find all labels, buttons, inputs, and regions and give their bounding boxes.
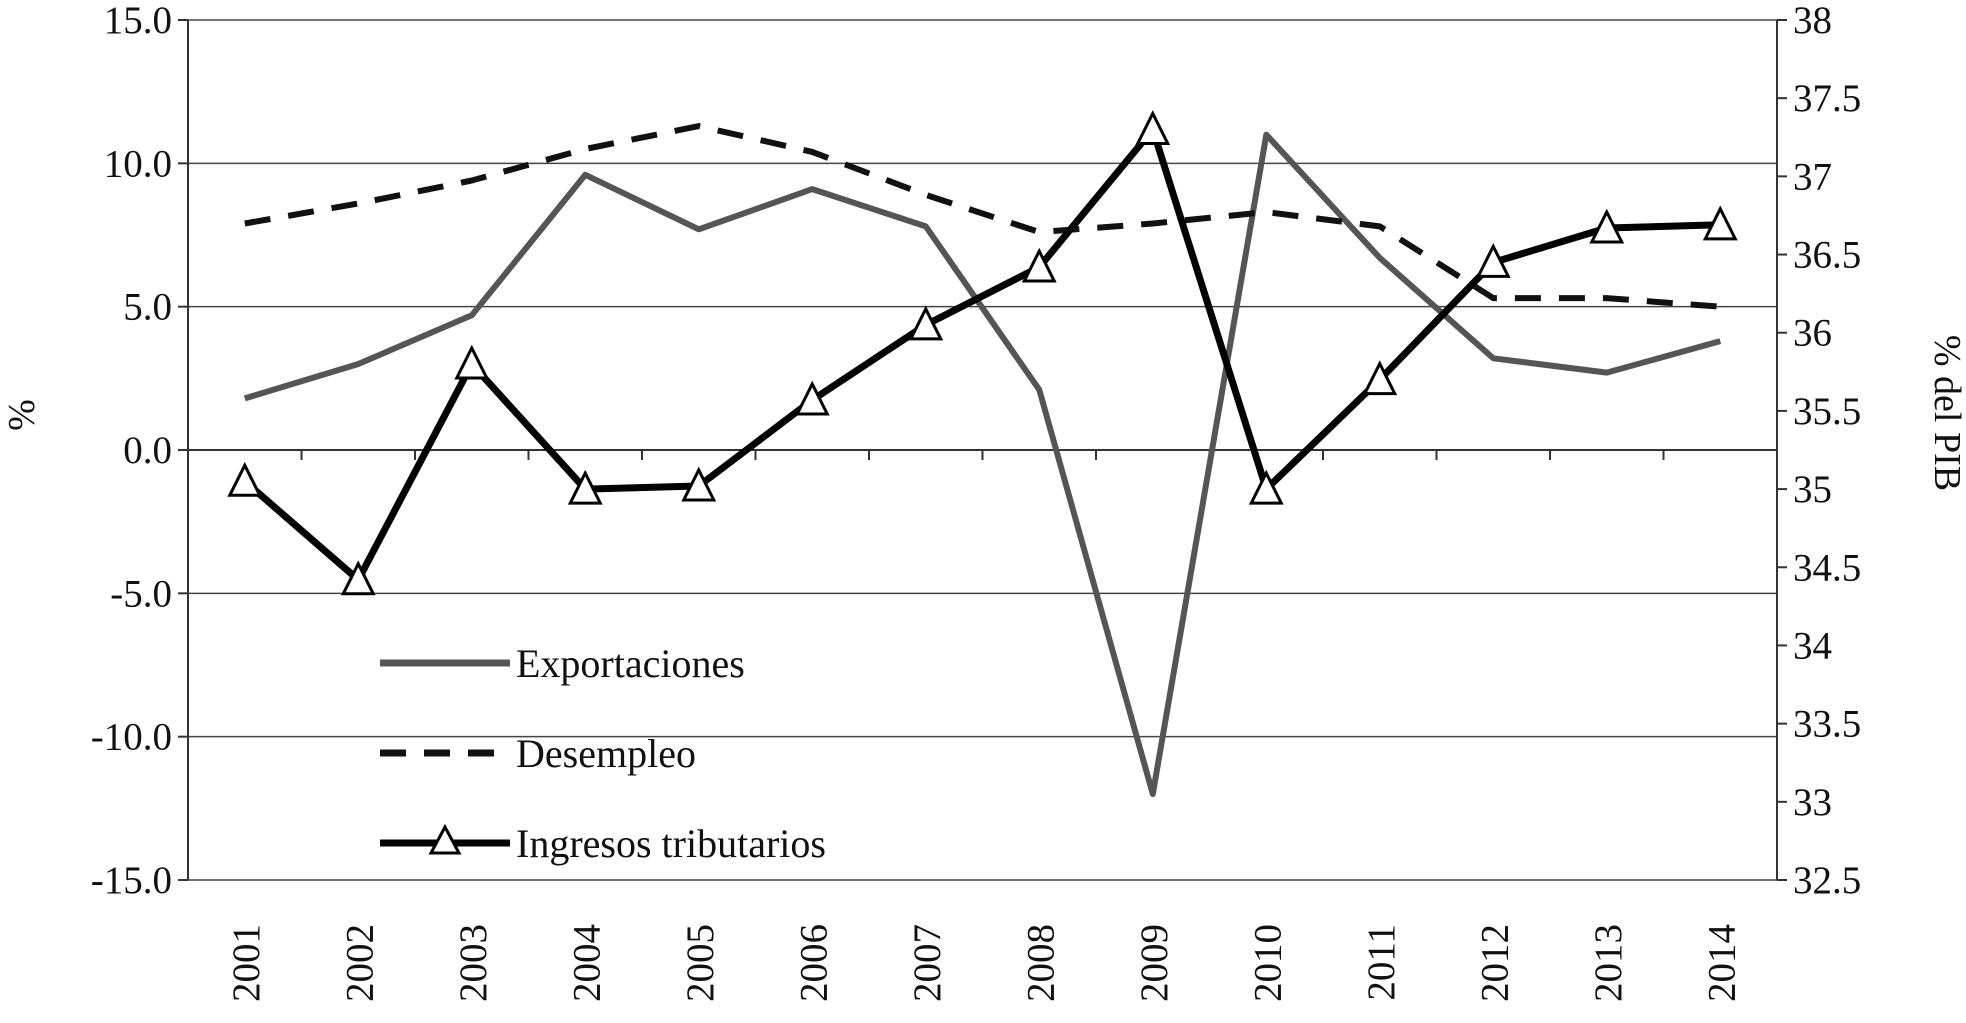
data-point-triangle [1362, 360, 1398, 396]
y2-tick-label: 32.5 [1793, 859, 1861, 902]
series-layer [242, 123, 1722, 797]
data-point-triangle [1702, 205, 1738, 241]
y-tick-label: 10.0 [104, 142, 172, 185]
x-tick-label: 2005 [679, 924, 722, 1002]
y2-tick-label: 34.5 [1793, 546, 1861, 589]
x-tick-label: 2001 [225, 924, 268, 1002]
data-point-triangle [681, 466, 717, 502]
y2-tick-label: 35.5 [1793, 390, 1861, 433]
data-point-triangle [227, 461, 263, 497]
x-tick-label: 2008 [1019, 924, 1062, 1002]
y2-tick-label: 38 [1793, 0, 1832, 42]
data-point-triangle [1021, 247, 1057, 283]
y-tick-label: 15.0 [104, 0, 172, 42]
y2-tick-label: 33 [1793, 781, 1832, 824]
x-tick-label: 2013 [1587, 924, 1630, 1002]
x-tick-label: 2010 [1246, 924, 1289, 1002]
x-tick-label: 2014 [1700, 924, 1743, 1002]
marker-layer [227, 110, 1738, 795]
y2-tick-label: 36 [1793, 312, 1832, 355]
y2-tick-label: 36.5 [1793, 234, 1861, 277]
legend-triangle-marker [428, 823, 462, 855]
y-tick-label: -15.0 [91, 859, 172, 902]
x-tick-label: 2004 [565, 924, 608, 1002]
y-axis-label: % [1, 399, 43, 431]
x-tick-label: 2011 [1360, 924, 1403, 1001]
data-point-triangle [1248, 469, 1284, 505]
y2-tick-label: 37 [1793, 155, 1832, 198]
y2-axis-label: % del PIB [1926, 335, 1966, 491]
x-tick-label: 2006 [792, 924, 835, 1002]
y2-tick-label: 35 [1793, 468, 1832, 511]
legend: Exportaciones Desempleo Ingresos tributa… [380, 641, 826, 866]
y-tick-label: -10.0 [91, 716, 172, 759]
legend-label-desempleo: Desempleo [516, 731, 696, 776]
data-point-triangle [1475, 243, 1511, 278]
data-point-triangle [567, 469, 603, 505]
x-tick-label: 2009 [1133, 924, 1176, 1002]
x-tick-label: 2002 [338, 924, 381, 1002]
data-point-triangle [908, 305, 944, 341]
data-point-triangle [1135, 110, 1171, 145]
x-tick-label: 2007 [906, 924, 949, 1002]
y-tick-label: -5.0 [110, 572, 172, 615]
data-point-triangle [794, 380, 830, 416]
legend-label-ingresos: Ingresos tributarios [516, 821, 826, 866]
series-line-ingresos-tributarios [242, 126, 1721, 584]
data-point-triangle [454, 344, 490, 380]
tick-labels: 15.0 10.0 5.0 0.0 -5.0 -10.0 -15.0 38 37.5 37 36.5… [91, 0, 1862, 1002]
y2-tick-label: 34 [1793, 624, 1832, 667]
data-point-triangle [1589, 208, 1625, 244]
y-tick-label: 5.0 [123, 286, 172, 329]
series-line-exportaciones [243, 131, 1722, 797]
legend-label-exportaciones: Exportaciones [516, 641, 745, 686]
y2-tick-label: 33.5 [1793, 703, 1861, 746]
x-tick-label: 2012 [1473, 924, 1516, 1002]
y-tick-label: 0.0 [123, 429, 172, 472]
data-point-triangle [340, 560, 376, 596]
axes [178, 19, 1787, 881]
x-tick-label: 2003 [452, 924, 495, 1002]
y2-tick-label: 37.5 [1793, 77, 1861, 120]
